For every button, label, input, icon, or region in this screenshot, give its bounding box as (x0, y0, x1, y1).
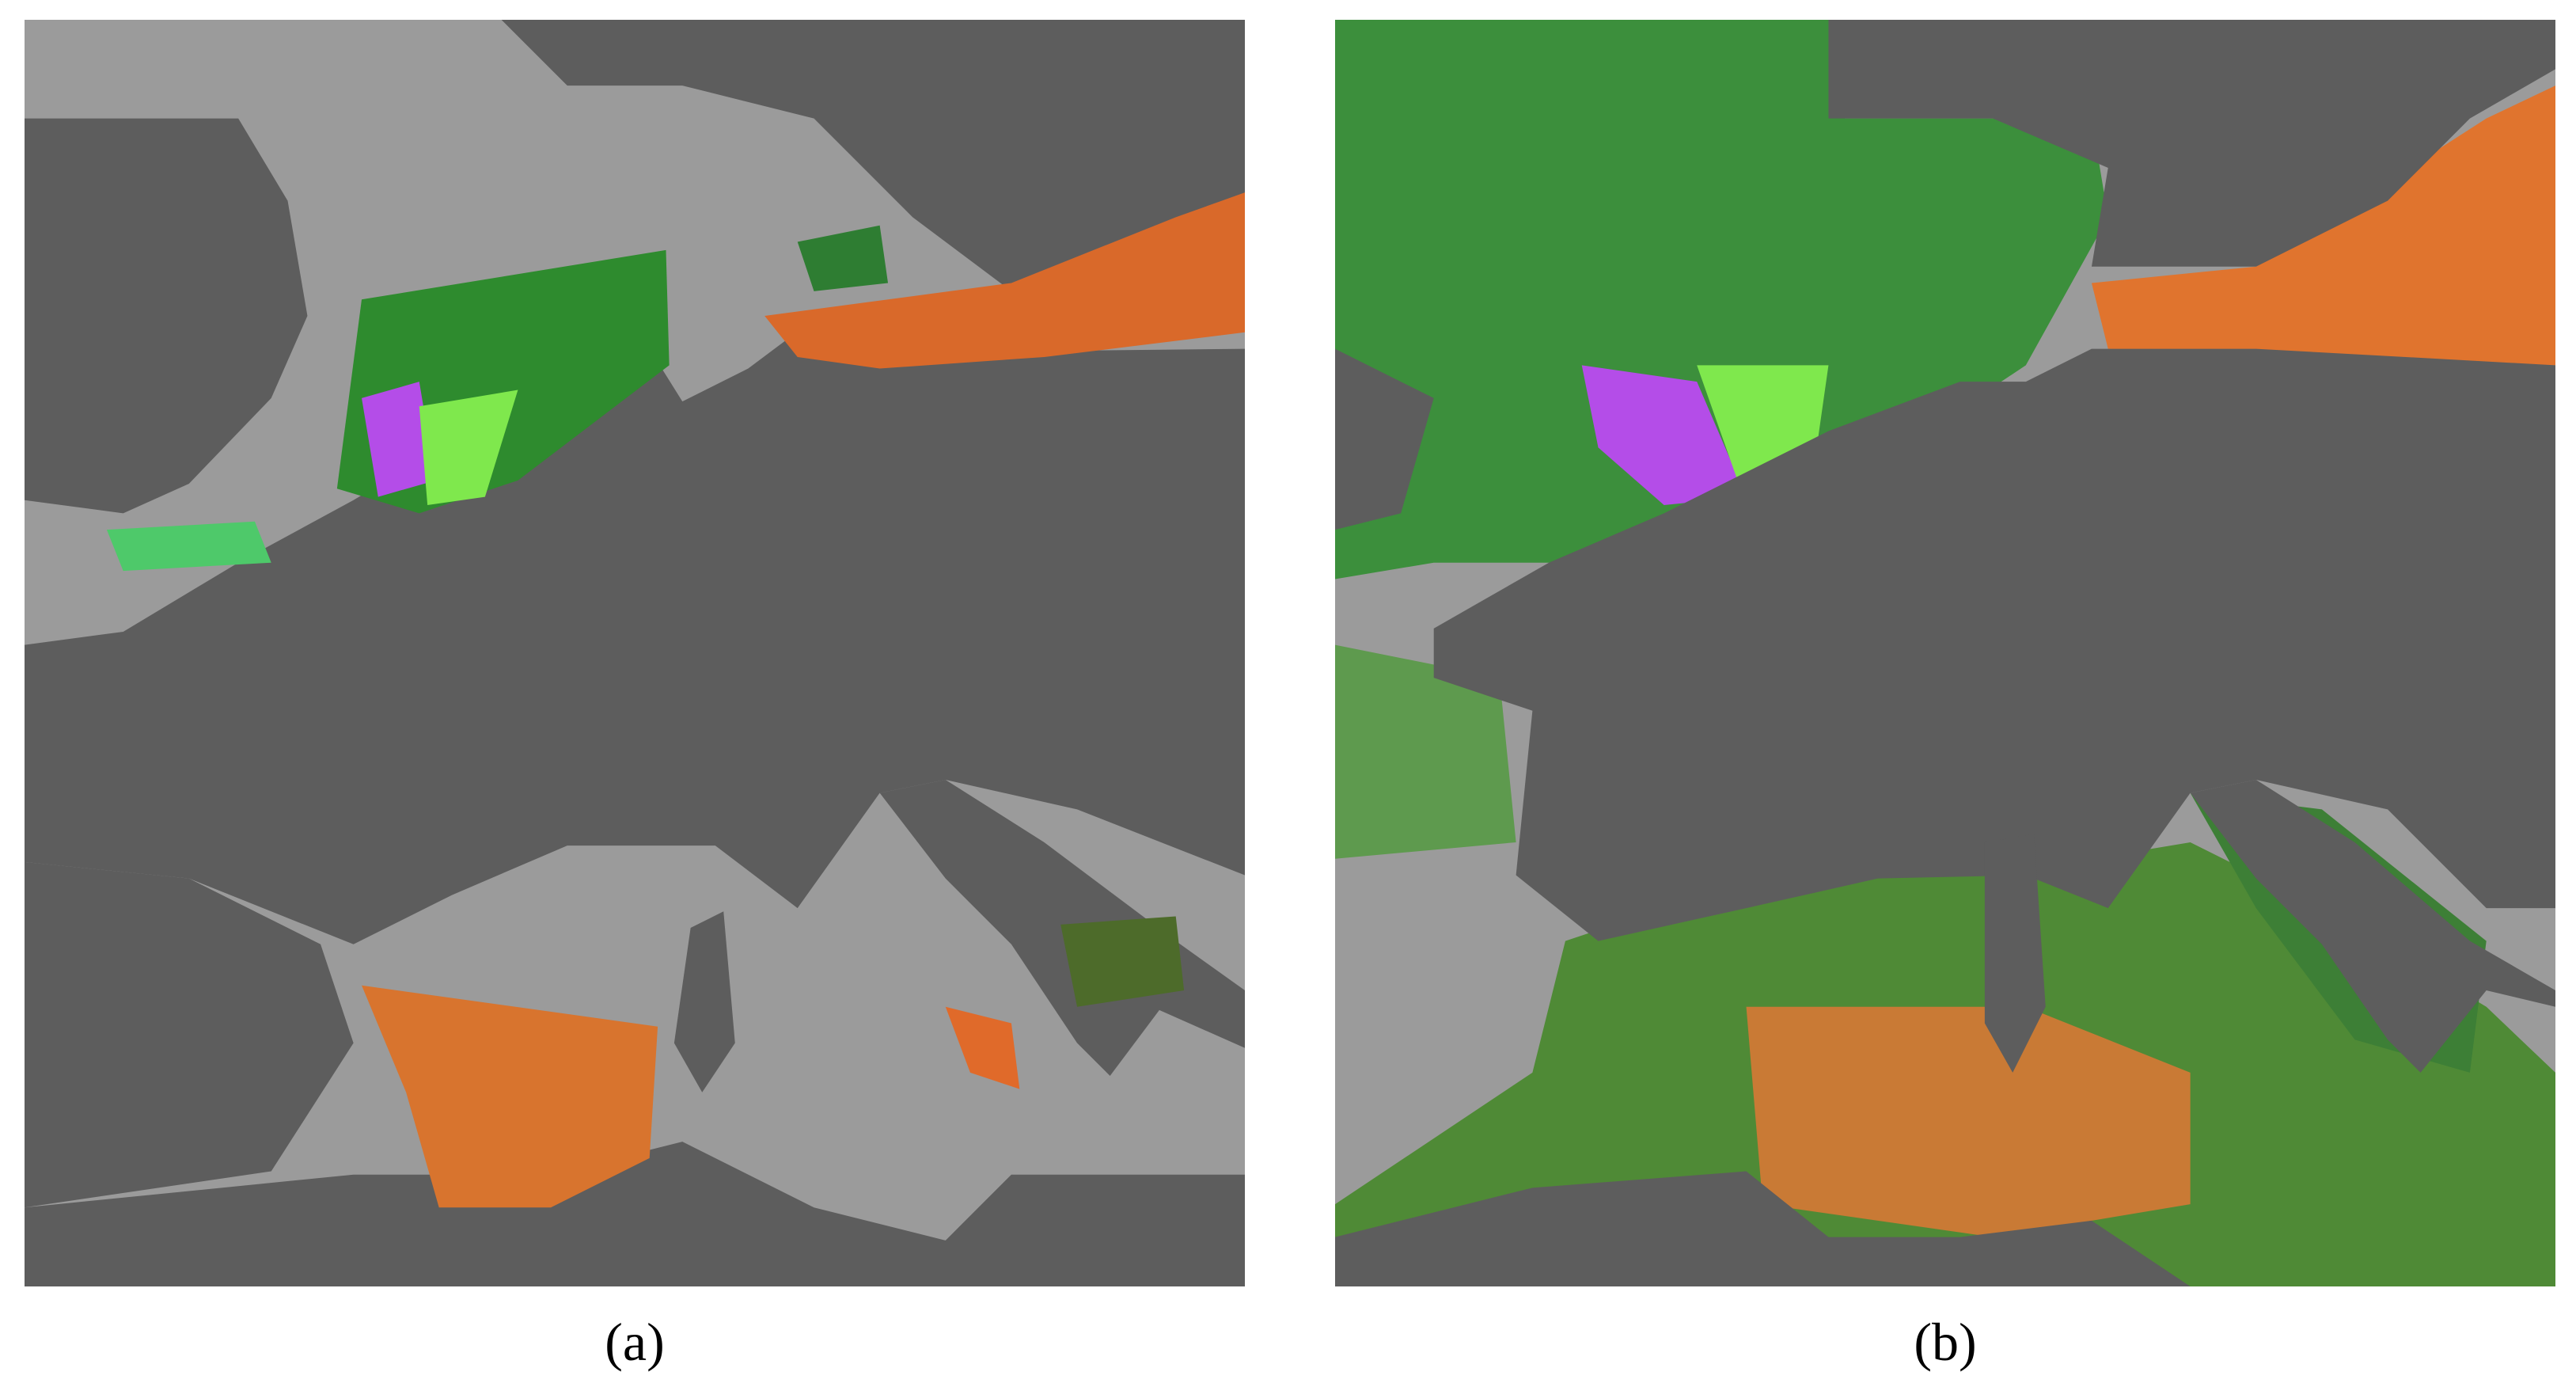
land-africa (25, 1142, 1245, 1286)
patch-magenta (362, 382, 436, 497)
land-scandinavia (1828, 20, 2555, 267)
patch-balearic (362, 985, 658, 1208)
patch-biscay (1335, 644, 1516, 859)
patch-channel (106, 521, 271, 572)
patch-baltic (764, 192, 1245, 369)
land-uk (1335, 348, 1434, 530)
patch-magenta (1581, 365, 1747, 505)
land (25, 20, 1245, 1286)
map-panel-a (25, 20, 1245, 1286)
land-italy (2190, 780, 2555, 1073)
land-uk (25, 118, 308, 514)
map-panel-b (1335, 20, 2555, 1286)
land-islands (673, 911, 735, 1092)
patch-med-orange (1746, 1006, 2191, 1237)
land-iberia (25, 861, 354, 1208)
land-continent (1433, 348, 2555, 941)
land (1335, 20, 2555, 1286)
land-scandinavia (501, 20, 1245, 291)
patch-tyrrhenian (945, 1006, 1020, 1089)
land-continent (25, 319, 1245, 944)
patch-north-atlantic (1335, 20, 2108, 580)
patch-light-green (419, 390, 518, 505)
land-africa (1335, 1171, 2191, 1286)
panel-label: (a) (605, 1312, 665, 1372)
land-islands (1984, 834, 2046, 1073)
panel-label: (b) (1914, 1312, 1977, 1372)
chlorophyll-patches (106, 192, 1245, 1208)
patch-italy (1060, 916, 1185, 1007)
patch-denmark (797, 225, 889, 291)
